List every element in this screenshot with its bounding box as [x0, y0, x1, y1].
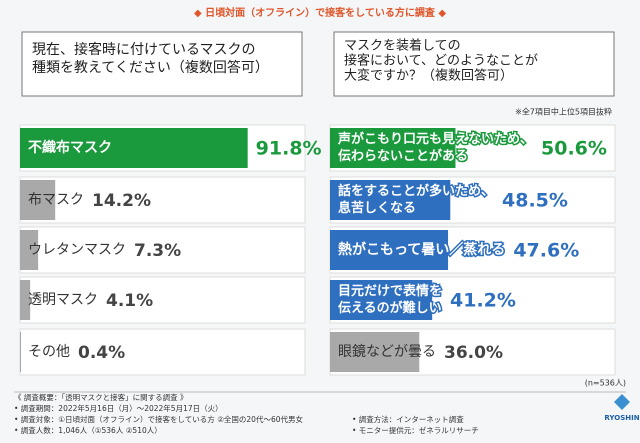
category-label: 話をすることが多いため、 — [338, 183, 494, 199]
question-box — [333, 31, 615, 97]
value-label: 4.1% — [106, 291, 153, 311]
category-label: 声がこもり口元も見えないため、 — [337, 131, 533, 147]
logo: RYOSHIN — [604, 394, 640, 422]
logo-text: RYOSHIN — [604, 414, 639, 422]
value-label: 41.2% — [450, 290, 516, 312]
question-text: 接客において、どのようなことが — [344, 53, 538, 69]
footer-text: • 調査人数：1,046人（①536人 ②510人） — [14, 425, 162, 435]
footer-text: 《 調査概要：「透明マスクと接客」に関する調査 》 — [14, 392, 188, 402]
category-label: 伝わらないことがある — [338, 148, 468, 164]
category-label: ウレタンマスク — [28, 242, 126, 258]
value-label: 0.4% — [78, 343, 125, 363]
logo-icon — [614, 394, 630, 410]
category-label: 布マスク — [28, 192, 84, 208]
bar — [330, 230, 449, 270]
value-label: 47.6% — [513, 240, 579, 262]
bar — [20, 180, 56, 220]
bar — [330, 128, 456, 168]
category-label: その他 — [28, 344, 70, 360]
row-background — [19, 276, 306, 324]
footer-text: • モニター提供元：ゼネラルリサーチ — [352, 425, 479, 435]
footer-text: • 調査対象：①日頃対面（オフライン）で接客をしている方 ②全国の20代〜60代… — [14, 414, 303, 424]
value-label: 48.5% — [502, 190, 568, 212]
bar — [330, 280, 433, 320]
bar — [20, 332, 21, 372]
category-label: 息苦しくなる — [338, 200, 416, 216]
note: ※全7項目中上位5項目抜粋 — [515, 107, 612, 117]
category-label: 眼鏡などが曇る — [338, 344, 436, 360]
category-label: 目元だけで表情を — [338, 283, 442, 299]
row-background — [19, 176, 306, 224]
sample-size: (n=536人) — [585, 379, 626, 388]
header-title: ◆ 日頃対面（オフライン）で接客をしている方に調査 ◆ — [194, 6, 446, 19]
bar — [330, 180, 451, 220]
bar — [20, 280, 31, 320]
category-label: 透明マスク — [28, 292, 98, 308]
row-background — [19, 328, 306, 376]
value-label: 36.0% — [444, 343, 503, 363]
value-label: 91.8% — [256, 138, 322, 160]
category-label: 熱がこもって暑い／蒸れる — [338, 241, 505, 258]
footer-text: • 調査方法：インターネット調査 — [352, 414, 464, 424]
question-text: 現在、接客時に付けているマスクの — [32, 41, 255, 58]
footer-text: • 調査期間：2022年5月16日（月）〜2022年5月17日（火） — [14, 403, 223, 413]
value-label: 50.6% — [541, 138, 607, 160]
category-label: 伝えるのが難しい — [338, 300, 442, 316]
question-text: マスクを装着しての — [344, 38, 461, 54]
value-label: 14.2% — [92, 191, 151, 211]
category-label: 不織布マスク — [28, 139, 112, 156]
question-box — [21, 31, 303, 97]
row-background — [19, 226, 306, 274]
bar — [20, 128, 248, 168]
question-text: 大変ですか？（複数回答可） — [344, 68, 513, 84]
bar — [330, 332, 420, 372]
question-text: 種類を教えてください（複数回答可） — [32, 59, 269, 76]
bar — [20, 230, 39, 270]
value-label: 7.3% — [134, 241, 181, 261]
